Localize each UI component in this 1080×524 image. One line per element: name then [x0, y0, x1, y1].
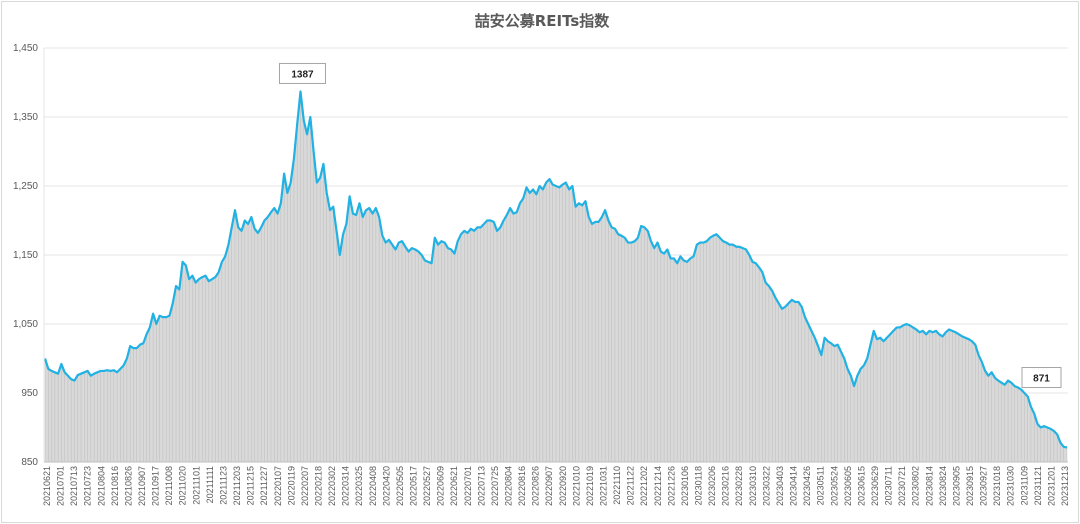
x-tick-label: 20210621	[42, 466, 52, 506]
x-tick-label: 20220816	[517, 466, 527, 506]
y-tick-label: 850	[21, 457, 38, 468]
x-tick-label: 20231018	[992, 466, 1002, 506]
x-tick-label: 20220420	[381, 466, 391, 506]
x-tick-label: 20210816	[110, 466, 120, 506]
x-tick-label: 20230524	[829, 466, 839, 506]
drop-lines	[44, 91, 1068, 462]
annotations: 1387 871	[279, 62, 1062, 389]
x-tick-label: 20221226	[666, 466, 676, 506]
x-axis: 20210621 20210701 20210713 20210723 20210804…	[42, 48, 1070, 506]
x-tick-label: 20230228	[734, 466, 744, 506]
x-tick-label: 20230711	[884, 466, 894, 505]
annotation-label: 1387	[291, 69, 314, 80]
x-tick-label: 20221031	[599, 466, 609, 506]
x-tick-label: 20211020	[178, 466, 188, 505]
x-tick-label: 20230403	[775, 466, 785, 506]
x-tick-label: 20230414	[789, 466, 799, 506]
x-tick-label: 20231030	[1006, 466, 1016, 506]
x-tick-label: 20230216	[721, 466, 731, 506]
x-tick-label: 20220107	[273, 466, 283, 506]
annotation-box	[1021, 367, 1062, 389]
x-tick-label: 20210804	[96, 466, 106, 506]
x-tick-label: 20221019	[585, 466, 595, 506]
x-tick-label: 20220302	[327, 466, 337, 506]
x-tick-label: 20230106	[680, 466, 690, 506]
x-tick-label: 20230310	[748, 466, 758, 506]
x-tick-label: 20211008	[164, 466, 174, 505]
x-tick-label: 20220609	[436, 466, 446, 506]
x-tick-label: 20220713	[476, 466, 486, 506]
x-tick-label: 20230802	[911, 466, 921, 506]
x-tick-label: 20231109	[1019, 466, 1029, 505]
x-tick-label: 20220804	[503, 466, 513, 506]
y-tick-label: 1,250	[13, 181, 38, 192]
x-tick-label: 20221122	[626, 466, 636, 505]
x-tick-label: 20230206	[707, 466, 717, 506]
x-tick-label: 20220119	[286, 466, 296, 505]
y-tick-label: 1,150	[13, 250, 38, 261]
x-tick-label: 20221202	[639, 466, 649, 506]
index-series-line	[43, 90, 1068, 449]
y-axis: 850 950 1,050 1,150 1,250 1,350 1,450	[13, 43, 38, 468]
x-tick-label: 20220505	[395, 466, 405, 506]
x-tick-label: 20220826	[531, 466, 541, 506]
x-tick-label: 20220527	[422, 466, 432, 506]
x-tick-label: 20230615	[856, 466, 866, 506]
x-tick-label: 20220920	[558, 466, 568, 506]
x-tick-label: 20220701	[463, 466, 473, 506]
x-tick-label: 20230426	[802, 466, 812, 506]
x-tick-label: 20230322	[761, 466, 771, 506]
annotation-label: 871	[1033, 374, 1050, 385]
x-tick-label: 20210701	[56, 466, 66, 506]
chart-title: 喆安公募REITs指数	[475, 12, 611, 30]
x-tick-label: 20220218	[313, 466, 323, 506]
x-tick-label: 20230118	[694, 466, 704, 505]
x-tick-label: 20230629	[870, 466, 880, 506]
y-tick-label: 1,050	[13, 319, 38, 330]
x-tick-label: 20220725	[490, 466, 500, 506]
x-tick-label: 20211101	[191, 466, 201, 505]
x-tick-label: 20230511	[816, 466, 826, 505]
y-tick-label: 1,350	[13, 112, 38, 123]
x-tick-label: 20220517	[408, 466, 418, 506]
x-tick-label: 20230927	[979, 466, 989, 506]
x-tick-label: 20221010	[571, 466, 581, 506]
x-tick-label: 20210907	[137, 466, 147, 506]
x-tick-label: 20211227	[259, 466, 269, 505]
x-tick-label: 20220621	[449, 466, 459, 506]
x-tick-label: 20211215	[246, 466, 256, 505]
x-tick-label: 20231201	[1046, 466, 1056, 506]
x-tick-label: 20210917	[151, 466, 161, 506]
x-tick-label: 20230721	[897, 466, 907, 506]
x-tick-label: 20230605	[843, 466, 853, 506]
x-tick-label: 20231121	[1033, 466, 1043, 505]
y-tick-label: 1,450	[13, 43, 38, 54]
x-tick-label: 20230824	[938, 466, 948, 506]
x-tick-label: 20210713	[69, 466, 79, 506]
x-tick-label: 20230915	[965, 466, 975, 506]
x-tick-label: 20210723	[83, 466, 93, 506]
series-polyline	[43, 90, 1068, 449]
x-tick-label: 20231213	[1060, 466, 1070, 506]
annotation-box	[279, 62, 326, 84]
x-tick-label: 20210826	[123, 466, 133, 506]
x-tick-label: 20211123	[218, 466, 228, 505]
y-tick-label: 950	[21, 388, 38, 399]
x-tick-label: 20211203	[232, 466, 242, 505]
x-tick-label: 20230905	[951, 466, 961, 506]
x-tick-label: 20211111	[205, 466, 215, 503]
x-tick-label: 20220325	[354, 466, 364, 506]
x-tick-label: 20230814	[924, 466, 934, 506]
x-tick-label: 20220207	[300, 466, 310, 506]
x-tick-label: 20221110	[612, 466, 622, 505]
x-tick-label: 20220408	[368, 466, 378, 506]
x-tick-label: 20220907	[544, 466, 554, 506]
x-tick-label: 20221214	[653, 466, 663, 506]
x-tick-label: 20220314	[341, 466, 351, 506]
